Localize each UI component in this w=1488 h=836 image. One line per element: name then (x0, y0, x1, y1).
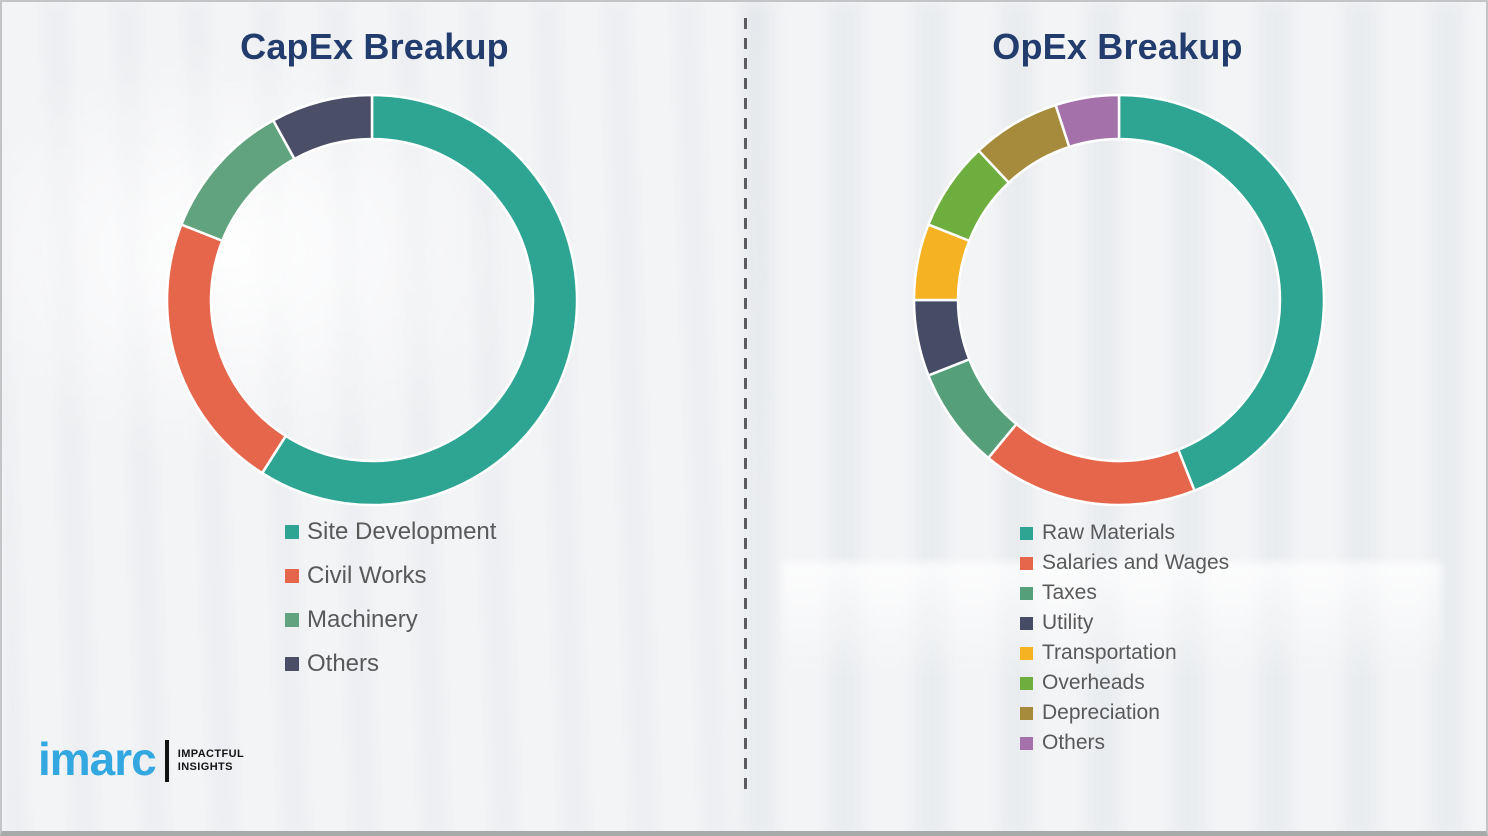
legend-label-utility: Utility (1042, 611, 1094, 634)
legend-label-civil-works: Civil Works (307, 562, 427, 589)
legend-item-overheads: Overheads (1020, 668, 1229, 698)
legend-item-civil-works: Civil Works (285, 554, 496, 598)
legend-swatch-others (285, 657, 299, 671)
donut-segment-others (1054, 93, 1121, 149)
imarc-wordmark: imarc (38, 733, 157, 785)
vertical-dashed-divider (744, 18, 747, 794)
legend-item-salaries-and-wages: Salaries and Wages (1020, 548, 1229, 578)
legend-swatch-others (1020, 736, 1033, 750)
logo-tagline-line2: INSIGHTS (177, 761, 233, 773)
donut-segment-machinery (179, 118, 297, 243)
capex-panel: CapEx Breakup Site Development Civil Work… (2, 2, 747, 831)
legend-swatch-site-development (285, 525, 299, 539)
opex-title: OpEx Breakup (992, 26, 1243, 67)
legend-item-utility: Utility (1020, 608, 1229, 638)
legend-item-others: Others (1020, 728, 1229, 758)
capex-title: CapEx Breakup (240, 26, 509, 67)
legend-swatch-salaries-and-wages (1020, 556, 1033, 570)
legend-swatch-overheads (1020, 676, 1033, 690)
legend-item-raw-materials: Raw Materials (1020, 518, 1229, 548)
opex-panel: OpEx Breakup Raw Materials Salaries and W… (747, 2, 1486, 831)
imarc-logo: imarc IMPACTFUL INSIGHTS (38, 736, 244, 782)
legend-label-salaries-and-wages: Salaries and Wages (1042, 551, 1230, 574)
legend-swatch-depreciation (1020, 706, 1033, 720)
logo-tagline: IMPACTFUL INSIGHTS (178, 748, 244, 774)
legend-label-site-development: Site Development (307, 518, 497, 545)
legend-swatch-machinery (285, 613, 299, 627)
legend-item-depreciation: Depreciation (1020, 698, 1229, 728)
capex-legend: Site Development Civil Works Machinery Othe… (285, 510, 496, 686)
legend-item-others: Others (285, 642, 496, 686)
legend-item-taxes: Taxes (1020, 578, 1229, 608)
legend-item-site-development: Site Development (285, 510, 496, 554)
legend-swatch-transportation (1020, 646, 1033, 660)
legend-item-machinery: Machinery (285, 598, 496, 642)
legend-label-others: Others (1042, 731, 1106, 754)
legend-label-transportation: Transportation (1042, 641, 1177, 664)
donut-segment-others (271, 93, 374, 161)
legend-item-transportation: Transportation (1020, 638, 1229, 668)
legend-label-others: Others (307, 650, 380, 677)
logo-divider-bar (164, 740, 169, 782)
donut-segment-site-development (260, 93, 579, 507)
legend-label-taxes: Taxes (1042, 581, 1097, 604)
legend-swatch-civil-works (285, 569, 299, 583)
opex-donut-chart (912, 93, 1326, 507)
legend-label-machinery: Machinery (307, 606, 418, 633)
capex-donut-chart (165, 93, 579, 507)
legend-label-raw-materials: Raw Materials (1042, 521, 1176, 544)
legend-label-depreciation: Depreciation (1042, 701, 1160, 724)
logo-tagline-line1: IMPACTFUL (177, 748, 245, 760)
donut-segment-salaries-and-wages (986, 422, 1197, 507)
legend-swatch-taxes (1020, 586, 1033, 600)
legend-label-overheads: Overheads (1042, 671, 1145, 694)
donut-segment-raw-materials (1117, 93, 1326, 493)
donut-segment-civil-works (165, 222, 288, 475)
legend-swatch-raw-materials (1020, 526, 1033, 540)
legend-swatch-utility (1020, 616, 1033, 630)
opex-legend: Raw Materials Salaries and Wages Taxes Util… (1020, 518, 1229, 758)
